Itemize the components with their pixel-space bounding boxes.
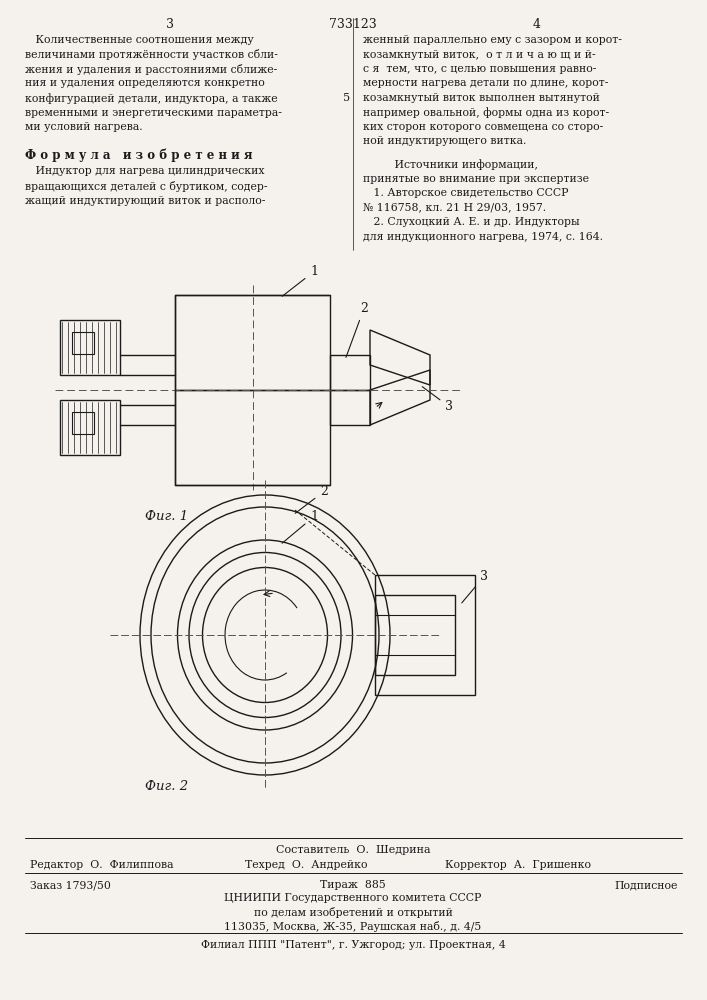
Text: 733123: 733123 <box>329 18 377 31</box>
Bar <box>175 295 330 390</box>
Text: Фиг. 2: Фиг. 2 <box>145 780 188 793</box>
Text: 2: 2 <box>346 302 368 357</box>
Bar <box>330 390 370 425</box>
Text: например овальной, формы одна из корот-: например овальной, формы одна из корот- <box>363 107 609 118</box>
Text: ЦНИИПИ Государственного комитета СССР: ЦНИИПИ Государственного комитета СССР <box>224 893 481 903</box>
Text: 2: 2 <box>296 485 328 513</box>
Bar <box>72 412 94 434</box>
Bar <box>60 400 120 455</box>
Text: 1. Авторское свидетельство СССР: 1. Авторское свидетельство СССР <box>363 188 568 198</box>
Text: 4: 4 <box>533 18 541 31</box>
Text: принятые во внимание при экспертизе: принятые во внимание при экспертизе <box>363 174 589 184</box>
Text: для индукционного нагрева, 1974, с. 164.: для индукционного нагрева, 1974, с. 164. <box>363 232 603 241</box>
Text: величинами протяжённости участков сбли-: величинами протяжённости участков сбли- <box>25 49 278 60</box>
Text: Редактор  О.  Филиппова: Редактор О. Филиппова <box>30 860 173 870</box>
Text: Филиал ППП "Патент", г. Ужгород; ул. Проектная, 4: Филиал ППП "Патент", г. Ужгород; ул. Про… <box>201 940 506 950</box>
Text: 2. Слухоцкий А. Е. и др. Индукторы: 2. Слухоцкий А. Е. и др. Индукторы <box>363 217 580 227</box>
Text: Заказ 1793/50: Заказ 1793/50 <box>30 880 111 890</box>
Text: ной индуктирующего витка.: ной индуктирующего витка. <box>363 136 527 146</box>
Text: жащий индуктирующий виток и располо-: жащий индуктирующий виток и располо- <box>25 196 265 206</box>
Text: Тираж  885: Тираж 885 <box>320 880 386 890</box>
Text: Фиг. 1: Фиг. 1 <box>145 510 188 523</box>
Text: ких сторон которого совмещена со сторо-: ких сторон которого совмещена со сторо- <box>363 122 603 132</box>
Text: 113035, Москва, Ж-35, Раушская наб., д. 4/5: 113035, Москва, Ж-35, Раушская наб., д. … <box>224 921 481 932</box>
Text: конфигурацией детали, индуктора, а также: конфигурацией детали, индуктора, а также <box>25 93 278 104</box>
Bar <box>175 390 330 485</box>
Text: 3: 3 <box>422 387 453 413</box>
Text: ми условий нагрева.: ми условий нагрева. <box>25 122 143 132</box>
Text: Составитель  О.  Шедрина: Составитель О. Шедрина <box>276 845 431 855</box>
Text: мерности нагрева детали по длине, корот-: мерности нагрева детали по длине, корот- <box>363 79 609 89</box>
Text: № 116758, кл. 21 Н 29/03, 1957.: № 116758, кл. 21 Н 29/03, 1957. <box>363 202 546 213</box>
Text: козамкнутый виток выполнен вытянутой: козамкнутый виток выполнен вытянутой <box>363 93 600 103</box>
Text: Техред  О.  Андрейко: Техред О. Андрейко <box>245 860 368 870</box>
Text: Ф о р м у л а   и з о б р е т е н и я: Ф о р м у л а и з о б р е т е н и я <box>25 148 252 162</box>
Text: 3: 3 <box>166 18 174 31</box>
Text: 1: 1 <box>282 265 318 296</box>
Text: козамкнутый виток,  о т л и ч а ю щ и й-: козамкнутый виток, о т л и ч а ю щ и й- <box>363 49 595 60</box>
Bar <box>60 320 120 375</box>
Bar <box>72 332 94 354</box>
Text: Количественные соотношения между: Количественные соотношения между <box>25 35 254 45</box>
Text: 1: 1 <box>282 510 318 543</box>
Bar <box>375 595 455 675</box>
Text: временными и энергетическими параметра-: временными и энергетическими параметра- <box>25 107 282 117</box>
Text: Индуктор для нагрева цилиндрических: Индуктор для нагрева цилиндрических <box>25 166 264 176</box>
Text: Корректор  А.  Гришенко: Корректор А. Гришенко <box>445 860 591 870</box>
Bar <box>330 355 370 390</box>
Text: вращающихся деталей с буртиком, содер-: вращающихся деталей с буртиком, содер- <box>25 181 267 192</box>
Text: 3: 3 <box>462 570 488 603</box>
Text: жения и удаления и расстояниями сближе-: жения и удаления и расстояниями сближе- <box>25 64 277 75</box>
Text: с я  тем, что, с целью повышения равно-: с я тем, что, с целью повышения равно- <box>363 64 597 74</box>
Text: ния и удаления определяются конкретно: ния и удаления определяются конкретно <box>25 79 264 89</box>
Text: женный параллельно ему с зазором и корот-: женный параллельно ему с зазором и корот… <box>363 35 622 45</box>
Text: по делам изобретений и открытий: по делам изобретений и открытий <box>254 907 452 918</box>
Text: 5: 5 <box>343 93 350 103</box>
Bar <box>375 575 475 695</box>
Text: Подписное: Подписное <box>614 880 678 890</box>
Text: Источники информации,: Источники информации, <box>363 159 538 170</box>
